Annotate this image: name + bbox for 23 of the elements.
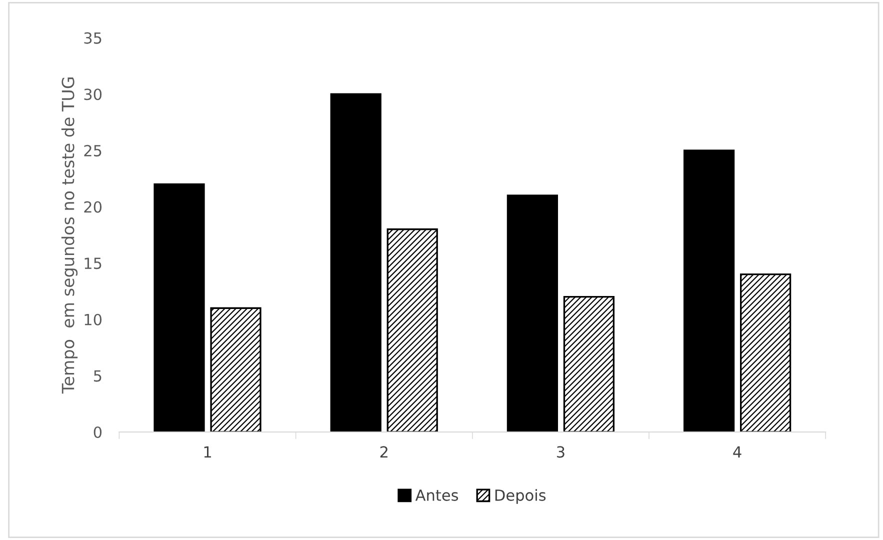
bar xyxy=(506,194,558,432)
y-axis-title: Tempo em segundos no teste de TUG xyxy=(61,78,78,394)
y-tick-label: 35 xyxy=(84,32,102,44)
bar xyxy=(210,307,262,432)
y-tick-label: 25 xyxy=(84,144,102,156)
x-tick-label: 3 xyxy=(557,446,564,458)
legend-label: Depois xyxy=(495,489,546,504)
x-tick-label: 4 xyxy=(733,446,742,458)
y-tick-label: 30 xyxy=(84,88,102,100)
y-tick-label: 0 xyxy=(94,426,102,438)
bar xyxy=(563,296,615,432)
bar xyxy=(683,150,735,432)
x-tick-label: 1 xyxy=(204,446,211,458)
bar xyxy=(330,93,382,432)
bar xyxy=(154,183,205,432)
y-tick-label: 10 xyxy=(84,314,102,326)
legend-label: Antes xyxy=(415,490,458,501)
y-tick-label: 5 xyxy=(94,370,102,382)
bar xyxy=(740,273,792,432)
y-tick-label: 15 xyxy=(84,258,102,270)
y-tick-label: 20 xyxy=(84,201,102,213)
bar xyxy=(386,228,438,432)
x-tick-label: 2 xyxy=(380,446,388,458)
